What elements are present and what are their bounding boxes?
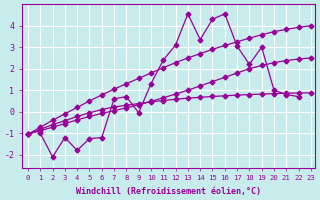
X-axis label: Windchill (Refroidissement éolien,°C): Windchill (Refroidissement éolien,°C)	[76, 187, 261, 196]
